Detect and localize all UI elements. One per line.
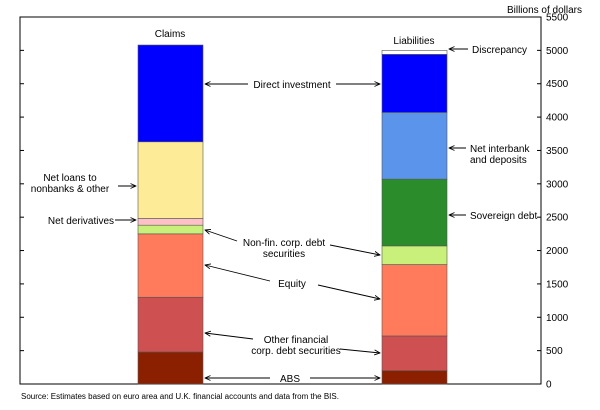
- liabilities-bar-abs: [381, 370, 448, 385]
- label-nonfin: Non-fin. corp. debt: [243, 238, 325, 249]
- label-net-loans: Net loans to: [43, 173, 97, 184]
- claims-bar-equity: [137, 233, 204, 298]
- claims-bar-nonfin: [137, 224, 204, 235]
- label-net-derivatives: Net derivatives: [48, 216, 114, 227]
- arrow-equity-claims: [205, 265, 271, 282]
- y-tick-label: 4000: [546, 113, 569, 124]
- liabilities-bar-other_financial: [381, 335, 448, 371]
- arrow-other-financial-claims: [205, 333, 254, 340]
- claims-bar-other_financial: [137, 296, 204, 353]
- arrow-other-financial-liabilities: [339, 348, 380, 353]
- y-tick-label: 5500: [546, 13, 569, 24]
- claims-bar-abs: [137, 351, 204, 385]
- y-tick-label: 1000: [546, 313, 569, 324]
- liabilities-bar-interbank: [381, 112, 448, 180]
- y-tick-label: 0: [546, 380, 552, 391]
- y-tick-label: 2500: [546, 213, 569, 224]
- column-title-claims: Claims: [155, 29, 186, 40]
- claims-bar-net_loans: [137, 141, 204, 219]
- liabilities-bar-discrepancy: [381, 50, 448, 55]
- y-tick-label: 3000: [546, 179, 569, 190]
- label-interbank: and deposits: [470, 155, 527, 166]
- y-tick-label: 5000: [546, 46, 569, 57]
- label-direct-investment: Direct investment: [253, 80, 330, 91]
- plot-border: [19, 16, 542, 385]
- label-sovereign: Sovereign debt: [470, 211, 537, 222]
- y-tick-label: 3500: [546, 146, 569, 157]
- label-equity: Equity: [278, 279, 306, 290]
- liabilities-bar-nonfin: [381, 245, 448, 265]
- arrow-nonfin-claims: [205, 230, 238, 242]
- bars: [137, 44, 448, 385]
- label-interbank: Net interbank: [470, 144, 530, 155]
- liabilities-bar-equity: [381, 264, 448, 337]
- label-other-financial: corp. debt securities: [251, 346, 341, 357]
- arrow-equity-liabilities: [317, 284, 380, 299]
- arrow-nonfin-liabilities: [329, 244, 380, 255]
- y-axis: 0 500 1000 1500 2000 2500 3000 3500 4000 4500 5000…: [20, 13, 569, 391]
- y-tick-label: 4500: [546, 79, 569, 90]
- column-title-liabilities: Liabilities: [393, 36, 434, 47]
- claims-bar-net_derivatives: [137, 218, 204, 226]
- source-note: Source: Estimates based on euro area and…: [21, 392, 339, 401]
- y-tick-label: 1500: [546, 279, 569, 290]
- label-abs: ABS: [280, 374, 300, 385]
- label-net-loans: nonbanks & other: [31, 184, 110, 195]
- plot-frame: [19, 16, 542, 385]
- unit-label: Billions of dollars: [507, 5, 582, 16]
- y-tick-label: 500: [546, 346, 563, 357]
- liabilities-bar-direct_investment: [381, 54, 448, 113]
- y-tick-label: 2000: [546, 246, 569, 257]
- label-other-financial: Other financial: [264, 335, 328, 346]
- liabilities-bar-sovereign: [381, 178, 448, 247]
- label-nonfin: securities: [263, 249, 305, 260]
- claims-bar-direct_investment: [137, 44, 204, 143]
- label-discrepancy: Discrepancy: [472, 45, 527, 56]
